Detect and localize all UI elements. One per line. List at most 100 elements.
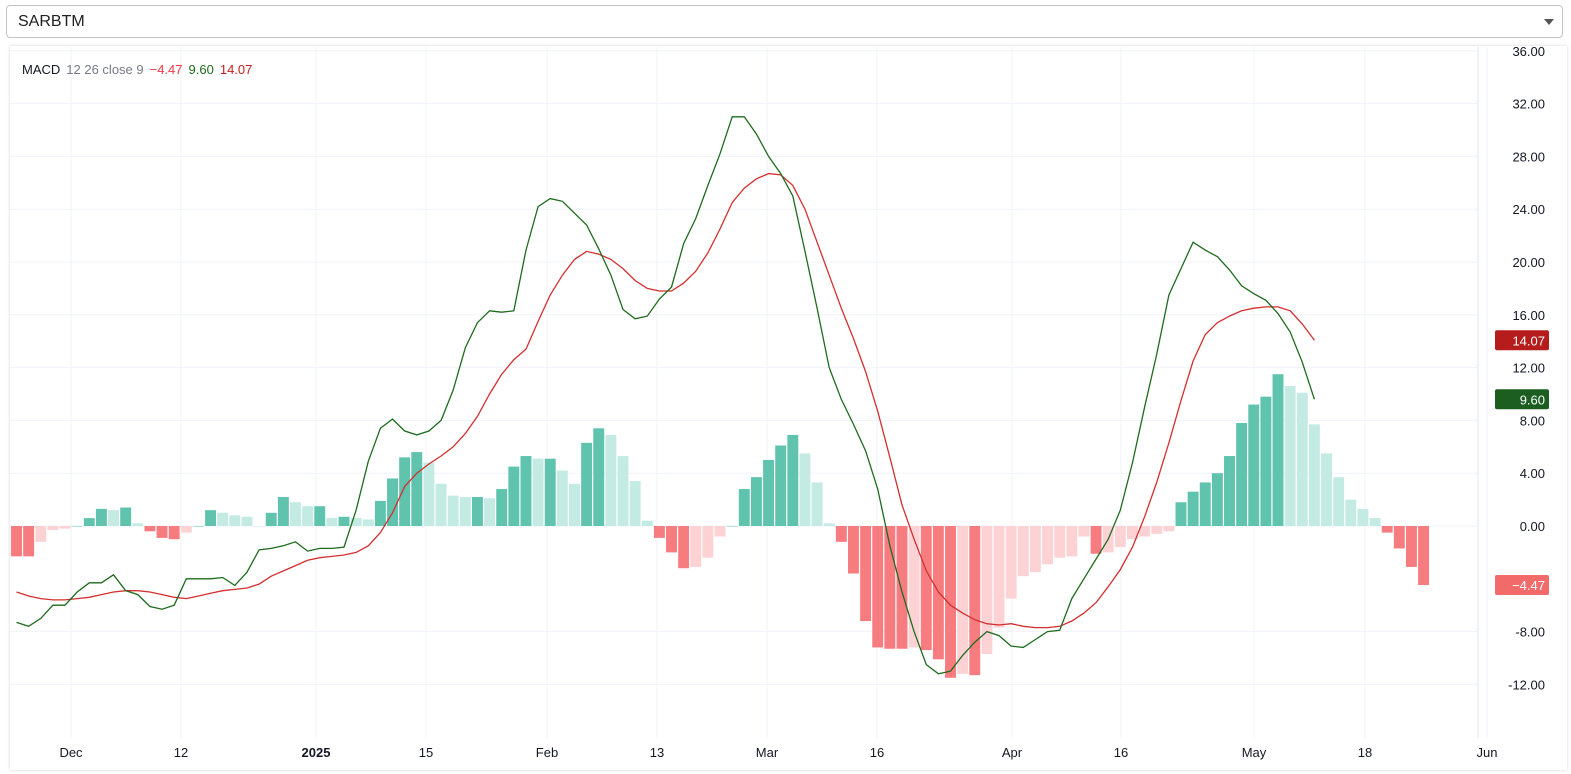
x-tick-label: May xyxy=(1242,745,1267,760)
histogram-bar xyxy=(1369,518,1381,526)
histogram-bar xyxy=(860,526,872,622)
symbol-select[interactable]: SARBTM xyxy=(6,5,1563,38)
histogram-bar xyxy=(714,526,726,537)
histogram-bar xyxy=(1357,508,1369,526)
y-tick-label: 32.00 xyxy=(1512,97,1545,112)
histogram-bar xyxy=(1405,526,1417,567)
histogram-bar xyxy=(484,498,496,526)
histogram-bar xyxy=(1187,491,1199,526)
histogram-bar xyxy=(532,458,544,526)
histogram-bar xyxy=(459,496,471,526)
macd-line xyxy=(16,116,1316,675)
histogram-bar xyxy=(605,434,617,526)
histogram-bar xyxy=(95,508,107,526)
y-tick-label: 20.00 xyxy=(1512,255,1545,270)
histogram-bar xyxy=(1151,526,1163,534)
y-tick-label: 36.00 xyxy=(1512,44,1545,59)
histogram-bar xyxy=(180,526,192,533)
histogram-bar xyxy=(835,526,847,542)
legend-indicator-name: MACD xyxy=(22,62,61,77)
x-tick-label: Feb xyxy=(536,745,558,760)
histogram-bar xyxy=(993,526,1005,628)
histogram-bar xyxy=(508,466,520,526)
macd-price-badge-bg xyxy=(1495,389,1549,410)
histogram-bar xyxy=(969,526,981,676)
legend-signal-value: 14.07 xyxy=(219,62,253,77)
histogram-bar xyxy=(1236,423,1248,526)
histogram-bar xyxy=(1418,526,1430,586)
histogram-bar xyxy=(314,506,326,526)
histogram-bar xyxy=(569,483,580,526)
histogram-bar xyxy=(848,526,859,574)
histogram-bar xyxy=(144,526,156,532)
indicator-legend: MACD 12 26 close 9 −4.47 9.60 14.07 xyxy=(22,62,258,77)
histogram-bar xyxy=(1005,526,1017,599)
histogram-bar xyxy=(726,526,738,527)
histogram-bar xyxy=(1308,424,1320,526)
histogram-bar xyxy=(787,434,799,526)
histogram-bar xyxy=(423,462,435,526)
histogram-bar xyxy=(1199,482,1211,526)
histogram-bar xyxy=(617,456,629,526)
symbol-select-value: SARBTM xyxy=(18,13,85,30)
histogram-bar xyxy=(23,526,35,557)
histogram-bar xyxy=(690,526,702,567)
histogram-bar xyxy=(1163,526,1175,532)
x-tick-label: 16 xyxy=(1114,745,1128,760)
signal-line xyxy=(16,172,1315,629)
histogram-bar xyxy=(920,526,932,651)
price-badges: 14.07 9.60 −4.47 xyxy=(1495,330,1549,596)
y-tick-label: 16.00 xyxy=(1512,308,1545,323)
histogram-bar xyxy=(556,470,568,526)
histogram-bar xyxy=(496,489,508,526)
histogram-bar xyxy=(411,452,423,526)
histogram-bar xyxy=(168,526,180,540)
histogram-bar xyxy=(1139,526,1151,537)
x-tick-label: 15 xyxy=(419,745,433,760)
histogram-bar xyxy=(302,506,314,526)
x-tick-label: 16 xyxy=(870,745,884,760)
histogram-bar xyxy=(471,496,483,526)
histogram-bar xyxy=(120,507,132,526)
y-tick-label: 24.00 xyxy=(1512,202,1545,217)
histogram-bar xyxy=(1211,473,1223,526)
line-series xyxy=(16,116,1316,675)
histogram-bar xyxy=(435,483,447,526)
histogram-bar xyxy=(1114,526,1126,548)
histogram-bar xyxy=(338,516,350,526)
histogram-bar xyxy=(217,512,229,526)
x-tick-label: Dec xyxy=(59,745,83,760)
y-tick-label: 8.00 xyxy=(1520,413,1545,428)
histogram-bar xyxy=(1381,526,1393,533)
x-tick-label: 2025 xyxy=(302,745,331,760)
histogram-bar xyxy=(666,526,677,553)
histogram-bar xyxy=(653,526,665,538)
histogram-bar xyxy=(799,453,811,526)
histogram-bar xyxy=(1333,477,1345,526)
x-tick-label: Apr xyxy=(1002,745,1023,760)
histogram-bar xyxy=(641,520,653,526)
histogram-bar xyxy=(108,510,120,526)
histogram-bar xyxy=(957,526,969,674)
histogram-bar xyxy=(326,518,338,526)
x-tick-label: 12 xyxy=(174,745,188,760)
histogram-bar xyxy=(945,526,956,678)
histogram-bar xyxy=(1284,386,1296,526)
legend-params: 12 26 close 9 xyxy=(66,62,144,77)
histogram-bar xyxy=(544,458,556,526)
histogram-bar xyxy=(1272,374,1284,526)
histogram-bar xyxy=(253,526,265,527)
x-tick-label: Jun xyxy=(1477,745,1498,760)
histogram-bar xyxy=(1090,526,1102,554)
histogram-bar xyxy=(447,495,459,526)
histogram-bar xyxy=(1224,456,1235,526)
histogram-bar xyxy=(387,478,398,526)
chevron-down-icon[interactable] xyxy=(1544,19,1554,25)
histogram-bar xyxy=(277,496,289,526)
histogram-bar xyxy=(678,526,690,569)
x-tick-label: 13 xyxy=(650,745,664,760)
histogram-bar xyxy=(11,526,22,557)
legend-macd-value: 9.60 xyxy=(188,62,214,77)
histogram-bar xyxy=(823,523,835,526)
